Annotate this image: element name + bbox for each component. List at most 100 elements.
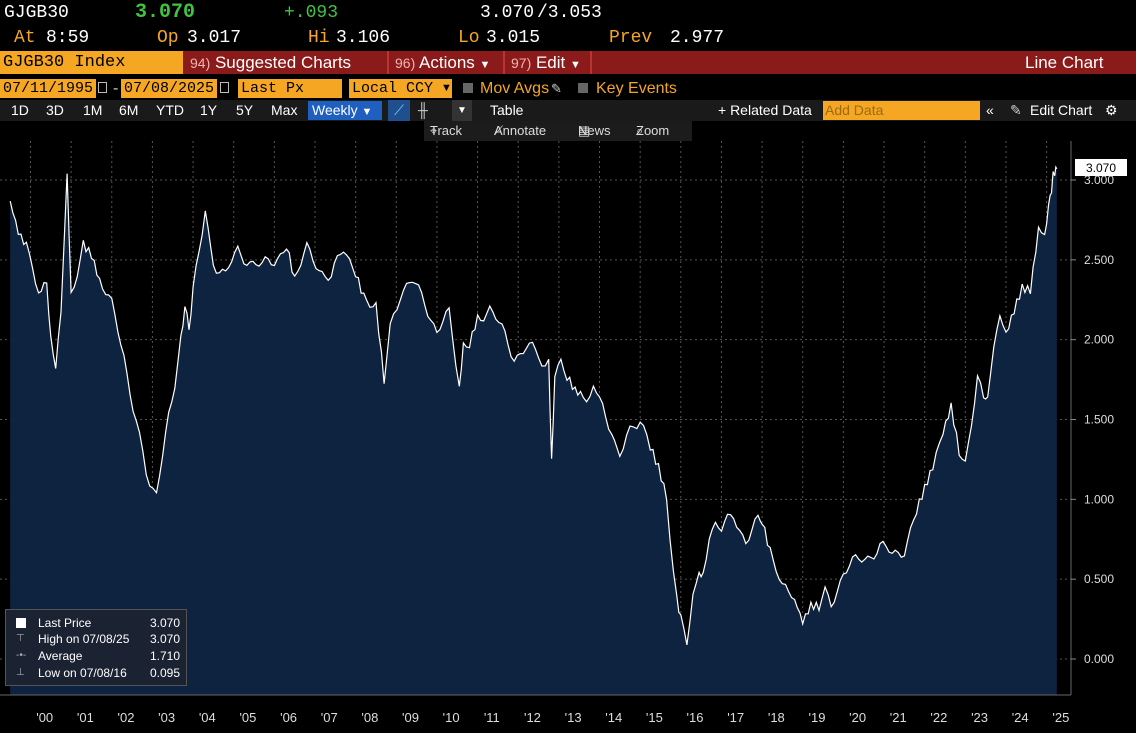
x-tick-label: '23 <box>971 710 988 725</box>
start-date-input[interactable]: 07/11/1995 <box>0 79 96 98</box>
range-3d-button[interactable]: 3D <box>46 102 64 118</box>
net-change: +.093 <box>284 3 339 23</box>
range-max-button[interactable]: Max <box>271 102 298 118</box>
y-tick-label: 1.500 <box>1084 413 1114 427</box>
last-value-label: 3.070 <box>1086 161 1116 175</box>
currency-select[interactable]: Local CCY <box>349 79 452 98</box>
y-tick-label: 0.000 <box>1084 652 1114 666</box>
x-tick-label: '03 <box>158 710 175 725</box>
time-label: At <box>14 28 36 48</box>
open-label: Op <box>157 28 179 48</box>
bar-chart-icon[interactable]: ╫ <box>418 102 428 118</box>
add-data-input[interactable]: Add Data <box>823 101 980 120</box>
y-tick-label: 2.500 <box>1084 253 1114 267</box>
high-marker-icon: ⊤ <box>16 633 25 644</box>
x-tick-label: '02 <box>118 710 135 725</box>
date-dash: - <box>113 80 119 97</box>
key-events-checkbox[interactable] <box>578 83 588 93</box>
actions-caret-icon: ▼ <box>479 59 491 71</box>
range-1y-button[interactable]: 1Y <box>200 102 218 118</box>
calendar-icon[interactable] <box>220 82 229 93</box>
last-price: 3.070 <box>135 1 196 24</box>
range-1m-button[interactable]: 1M <box>83 102 103 118</box>
time-value: 8:59 <box>46 28 90 48</box>
x-tick-label: '09 <box>402 710 419 725</box>
low-value: 3.015 <box>486 28 541 48</box>
suggested-charts-label: Suggested Charts <box>214 53 352 72</box>
range-5y-button[interactable]: 5Y <box>236 102 254 118</box>
chart-style-caret-icon[interactable]: ▼ <box>452 100 472 121</box>
bid-price: 3.070 <box>480 3 535 23</box>
x-tick-label: '05 <box>239 710 256 725</box>
ticker-symbol: GJGB30 <box>4 3 69 23</box>
calendar-icon[interactable] <box>98 82 107 93</box>
x-tick-label: '10 <box>443 710 460 725</box>
low-label: Lo <box>458 28 480 48</box>
edit-caret-icon: ▼ <box>570 59 581 71</box>
periodicity-select[interactable]: Weekly ▼ <box>308 101 382 120</box>
track-label: Track <box>430 123 463 138</box>
x-tick-label: '21 <box>890 710 907 725</box>
actions-menu[interactable]: 96) Actions ▼ <box>395 53 491 72</box>
periodicity-caret-icon: ▼ <box>361 106 373 118</box>
parameter-row: 07/11/1995 - 07/08/2025 Last Px Local CC… <box>0 79 1136 100</box>
x-tick-label: '08 <box>361 710 378 725</box>
x-tick-label: '12 <box>524 710 541 725</box>
price-line <box>9 165 1058 646</box>
y-tick-label: 2.000 <box>1084 333 1114 347</box>
related-data-button[interactable]: + Related Data <box>718 102 812 118</box>
edit-menu[interactable]: 97) Edit ▼ <box>511 53 581 72</box>
chart-legend[interactable]: Last Price 3.070 ⊤ High on 07/08/25 3.07… <box>5 609 187 686</box>
range-6m-button[interactable]: 6M <box>119 102 139 118</box>
x-tick-label: '06 <box>280 710 297 725</box>
annotate-icon: ⟋ <box>494 123 504 138</box>
prev-label: Prev <box>609 28 653 48</box>
range-row: 1D 3D 1M 6M YTD 1Y 5Y Max Weekly ▼ ⟋ ╫ ▼… <box>0 100 1136 121</box>
average-marker-icon: -•- <box>16 650 27 661</box>
last-price-swatch-icon <box>16 618 26 628</box>
gear-icon[interactable]: ⚙ <box>1105 102 1118 118</box>
x-tick-label: '19 <box>808 710 825 725</box>
menu-bar: 94) Suggested Charts 96) Actions ▼ 97) E… <box>0 51 1136 74</box>
news-icon: ▤ <box>578 123 591 138</box>
range-1d-button[interactable]: 1D <box>11 102 29 118</box>
mov-avgs-label: Mov Avgs <box>480 80 550 97</box>
high-label: Hi <box>308 28 330 48</box>
pencil-icon[interactable]: ✎ <box>551 81 562 96</box>
chart-type-label[interactable]: Line Chart <box>1025 53 1104 72</box>
low-marker-icon: ⊥ <box>16 667 25 678</box>
open-value: 3.017 <box>187 28 242 48</box>
annotate-label: Annotate <box>494 123 547 138</box>
chart-toolbar: ⌖ Track ⟋ Annotate ▤ News ⌕ Zoom <box>424 121 692 141</box>
magnifier-icon: ⌕ <box>636 123 644 138</box>
legend-low: ⊥ Low on 07/08/16 0.095 <box>16 666 180 680</box>
ticker-row: GJGB30 3.070 +.093 3.070 /3.053 <box>0 0 1136 28</box>
mov-avgs-checkbox[interactable] <box>463 83 473 93</box>
y-tick-label: 0.500 <box>1084 572 1114 586</box>
x-tick-label: '24 <box>1012 710 1029 725</box>
security-field[interactable]: GJGB30 Index <box>0 51 183 74</box>
y-tick-label: 1.000 <box>1084 492 1114 506</box>
suggested-charts-menu[interactable]: 94) Suggested Charts <box>190 53 352 72</box>
news-label: News <box>578 123 611 138</box>
end-date-input[interactable]: 07/08/2025 <box>121 79 217 98</box>
prev-value: 2.977 <box>670 28 725 48</box>
x-tick-label: '17 <box>727 710 744 725</box>
x-tick-label: '25 <box>1052 710 1069 725</box>
x-axis-ticks: '00 '01 '02 '03 '04 '05 '06 '07 '08 '09 '10 '11 '12 '… <box>36 710 1069 725</box>
table-button[interactable]: Table <box>490 102 524 118</box>
edit-label: Edit <box>535 53 566 72</box>
x-tick-label: '04 <box>199 710 216 725</box>
field-select[interactable]: Last Px <box>238 79 342 98</box>
price-area-fill <box>10 167 1057 696</box>
line-chart-icon[interactable]: ⟋ <box>388 100 410 121</box>
legend-average: -•- Average 1.710 <box>16 649 180 663</box>
edit-chart-button[interactable]: Edit Chart <box>1030 102 1093 118</box>
crosshair-icon: ⌖ <box>430 123 438 138</box>
zoom-label: Zoom <box>636 123 670 138</box>
collapse-icon[interactable]: « <box>986 102 994 118</box>
x-tick-label: '00 <box>36 710 53 725</box>
range-ytd-button[interactable]: YTD <box>156 102 184 118</box>
ohlc-row: At 8:59 Op 3.017 Hi 3.106 Lo 3.015 Prev … <box>0 27 1136 51</box>
